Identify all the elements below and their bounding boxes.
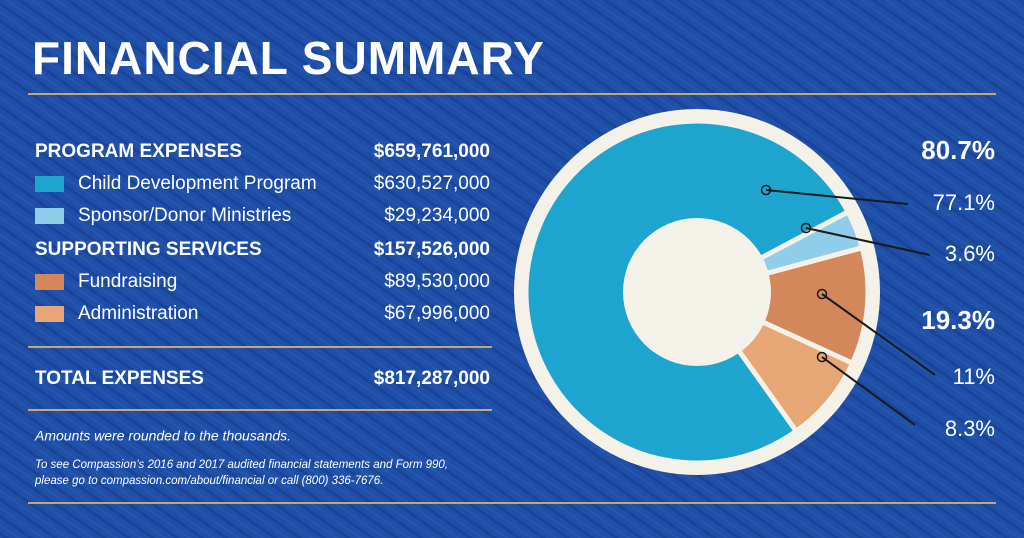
value-label: 3.6% [945,241,995,266]
donut-hole [623,218,771,366]
leader-line [765,189,909,205]
leader-line [805,227,931,256]
item-amount: $630,527,000 [374,173,490,194]
item-amount: $67,996,000 [384,303,490,324]
item-amount: $29,234,000 [384,205,490,226]
note: To see Compassion’s 2016 and 2017 audite… [35,459,448,471]
legend-swatch [35,306,64,322]
leader-dot [816,288,828,300]
legend-swatch [35,176,64,192]
pie-slice [689,244,871,367]
group-label: PROGRAM EXPENSES [35,141,242,162]
total-amount: $817,287,000 [374,368,490,389]
leader-line [821,293,936,376]
leader-dot [816,351,828,363]
item-label: Child Development Program [78,173,317,194]
leader-line [821,356,916,426]
value-label: 8.3% [945,416,995,441]
group-total: $157,526,000 [374,239,490,260]
item-label: Sponsor/Donor Ministries [78,205,291,226]
total-label: TOTAL EXPENSES [35,368,204,389]
group-value-label: 80.7% [921,135,995,165]
item-amount: $89,530,000 [384,271,490,292]
note: Amounts were rounded to the thousands. [34,428,291,444]
legend-swatch [35,274,64,290]
group-value-label: 19.3% [921,305,995,335]
group-label: SUPPORTING SERVICES [35,239,262,260]
value-label: 11% [953,364,995,389]
leader-dot [760,184,772,196]
value-label: 77.1% [933,190,995,215]
note: please go to compassion.com/about/financ… [34,475,383,487]
leader-dot [800,222,812,234]
item-label: Administration [78,303,198,324]
group-total: $659,761,000 [374,141,490,162]
title: FINANCIAL SUMMARY [32,32,545,84]
item-label: Fundraising [78,271,177,292]
legend-swatch [35,208,64,224]
